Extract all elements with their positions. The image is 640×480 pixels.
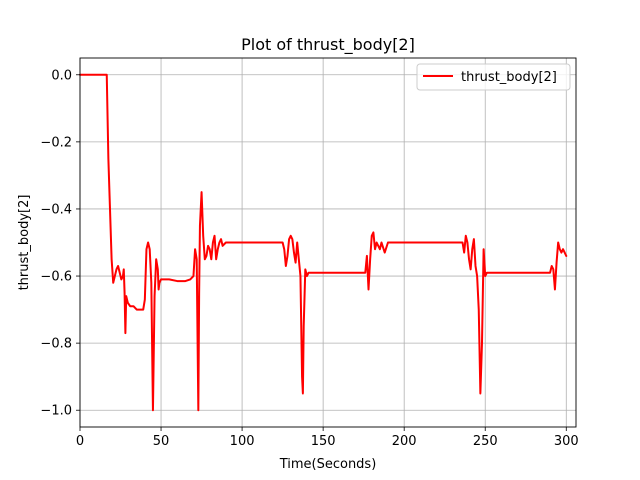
y-tick-label: 0.0 bbox=[51, 68, 72, 83]
y-tick-label: −1.0 bbox=[40, 404, 72, 419]
x-tick-label: 200 bbox=[392, 434, 417, 449]
x-tick-label: 0 bbox=[76, 434, 84, 449]
x-axis-label: Time(Seconds) bbox=[279, 457, 377, 472]
x-tick-label: 100 bbox=[230, 434, 255, 449]
x-tick-label: 250 bbox=[473, 434, 498, 449]
x-tick-label: 50 bbox=[153, 434, 170, 449]
y-axis: 0.0 −0.2 −0.4 −0.6 −0.8 −1.0 bbox=[40, 68, 80, 419]
legend-entry: thrust_body[2] bbox=[461, 70, 557, 85]
series-line bbox=[79, 73, 568, 412]
plot-frame bbox=[79, 57, 577, 428]
legend-box bbox=[416, 63, 571, 91]
chart-title: Plot of thrust_body[2] bbox=[241, 35, 415, 55]
y-axis-label: thrust_body[2] bbox=[17, 195, 32, 291]
x-tick-label: 300 bbox=[554, 434, 579, 449]
y-tick-label: −0.8 bbox=[40, 337, 72, 352]
x-tick-label: 150 bbox=[311, 434, 336, 449]
y-tick-label: −0.6 bbox=[40, 270, 72, 285]
legend: thrust_body[2] bbox=[416, 63, 571, 91]
x-axis: 0 50 100 150 200 250 300 bbox=[76, 427, 579, 449]
y-tick-label: −0.4 bbox=[40, 202, 72, 217]
series-layer bbox=[79, 73, 568, 412]
y-tick-label: −0.2 bbox=[40, 135, 72, 150]
